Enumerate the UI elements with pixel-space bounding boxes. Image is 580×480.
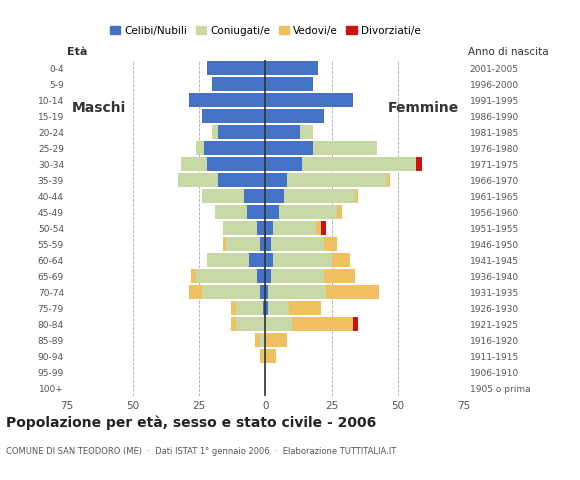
Bar bbox=[313, 142, 376, 155]
Bar bbox=[266, 77, 313, 91]
Bar bbox=[266, 238, 271, 251]
Bar bbox=[218, 173, 266, 187]
Bar bbox=[266, 125, 300, 139]
Bar bbox=[231, 317, 236, 331]
Bar bbox=[212, 77, 266, 91]
Bar bbox=[178, 173, 218, 187]
Bar bbox=[387, 173, 390, 187]
Bar bbox=[204, 142, 266, 155]
Bar bbox=[266, 142, 313, 155]
Bar bbox=[324, 238, 337, 251]
Bar bbox=[231, 301, 236, 314]
Text: Femmine: Femmine bbox=[387, 101, 459, 115]
Bar bbox=[316, 221, 321, 235]
Bar bbox=[353, 317, 358, 331]
Bar bbox=[266, 334, 287, 347]
Bar bbox=[255, 334, 260, 347]
Bar bbox=[249, 253, 266, 266]
Bar bbox=[356, 190, 358, 203]
Bar bbox=[263, 301, 266, 314]
Bar bbox=[266, 221, 273, 235]
Bar bbox=[191, 269, 197, 283]
Bar bbox=[266, 317, 292, 331]
Bar bbox=[266, 61, 318, 74]
Bar bbox=[247, 205, 266, 218]
Legend: Celibi/Nubili, Coniugati/e, Vedovi/e, Divorziati/e: Celibi/Nubili, Coniugati/e, Vedovi/e, Di… bbox=[106, 22, 425, 40]
Bar bbox=[212, 125, 218, 139]
Bar bbox=[226, 238, 260, 251]
Bar bbox=[266, 205, 278, 218]
Bar bbox=[324, 269, 356, 283]
Bar bbox=[266, 190, 284, 203]
Bar bbox=[273, 221, 316, 235]
Bar bbox=[289, 301, 321, 314]
Bar bbox=[266, 349, 276, 362]
Bar bbox=[332, 253, 350, 266]
Bar bbox=[266, 157, 302, 170]
Bar bbox=[197, 142, 204, 155]
Bar bbox=[202, 190, 244, 203]
Bar bbox=[258, 269, 266, 283]
Bar bbox=[266, 269, 271, 283]
Bar bbox=[207, 61, 266, 74]
Text: Anno di nascita: Anno di nascita bbox=[468, 47, 549, 57]
Bar bbox=[337, 205, 342, 218]
Bar bbox=[244, 190, 266, 203]
Bar bbox=[327, 286, 379, 299]
Bar bbox=[215, 205, 247, 218]
Bar bbox=[266, 301, 268, 314]
Text: COMUNE DI SAN TEODORO (ME)  ·  Dati ISTAT 1° gennaio 2006  ·  Elaborazione TUTTI: COMUNE DI SAN TEODORO (ME) · Dati ISTAT … bbox=[6, 447, 396, 456]
Bar bbox=[197, 269, 258, 283]
Text: Popolazione per età, sesso e stato civile - 2006: Popolazione per età, sesso e stato civil… bbox=[6, 415, 376, 430]
Bar bbox=[292, 317, 353, 331]
Bar bbox=[236, 317, 266, 331]
Bar bbox=[223, 238, 226, 251]
Bar bbox=[258, 221, 266, 235]
Bar bbox=[202, 109, 266, 122]
Text: Maschi: Maschi bbox=[72, 101, 126, 115]
Bar bbox=[202, 286, 260, 299]
Bar bbox=[260, 334, 266, 347]
Bar bbox=[207, 253, 249, 266]
Bar bbox=[271, 269, 324, 283]
Bar bbox=[266, 253, 273, 266]
Bar bbox=[300, 125, 313, 139]
Bar bbox=[188, 94, 266, 107]
Bar bbox=[271, 238, 324, 251]
Bar bbox=[236, 301, 263, 314]
Bar bbox=[266, 173, 287, 187]
Bar bbox=[218, 125, 266, 139]
Bar bbox=[287, 173, 387, 187]
Bar bbox=[263, 349, 266, 362]
Bar bbox=[188, 286, 202, 299]
Bar bbox=[266, 109, 324, 122]
Bar bbox=[180, 157, 207, 170]
Bar bbox=[321, 221, 327, 235]
Text: Età: Età bbox=[67, 47, 87, 57]
Bar bbox=[268, 301, 289, 314]
Bar bbox=[260, 349, 263, 362]
Bar bbox=[207, 157, 266, 170]
Bar bbox=[284, 190, 356, 203]
Bar bbox=[260, 238, 266, 251]
Bar bbox=[278, 205, 337, 218]
Bar bbox=[223, 221, 258, 235]
Bar bbox=[416, 157, 422, 170]
Bar bbox=[268, 286, 327, 299]
Bar bbox=[273, 253, 332, 266]
Bar bbox=[266, 94, 353, 107]
Bar bbox=[266, 286, 268, 299]
Bar bbox=[260, 286, 266, 299]
Bar bbox=[302, 157, 416, 170]
